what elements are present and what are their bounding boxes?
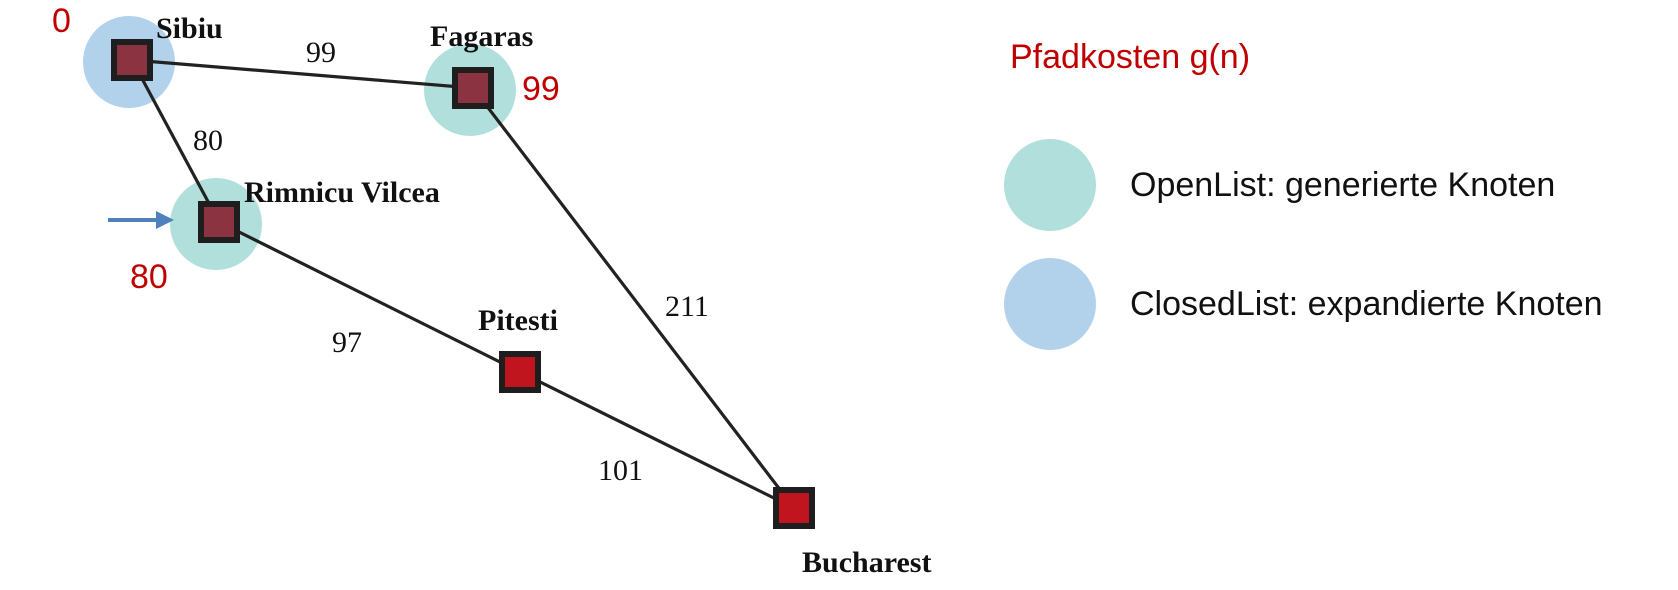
edge-weight-sibiu-rimnicu: 80 [193, 124, 223, 157]
edge-sibiu-fagaras [131, 58, 474, 90]
node-pitesti [499, 351, 541, 393]
current-node-arrow-icon [156, 211, 174, 229]
graph-edges [130, 58, 796, 510]
graph-nodes [111, 39, 815, 529]
node-sibiu [111, 39, 153, 81]
edge-weight-sibiu-fagaras: 99 [306, 36, 336, 69]
cost-label-rimnicu: 80 [130, 258, 168, 296]
closed-list-swatch [1004, 258, 1096, 350]
cost-label-fagaras: 99 [522, 70, 560, 108]
city-label-bucharest: Bucharest [802, 546, 931, 579]
city-label-fagaras: Fagaras [430, 20, 533, 53]
edge-weight-pitesti-bucharest: 101 [598, 454, 643, 487]
legend-open-label: OpenList: generierte Knoten [1130, 165, 1556, 204]
city-label-sibiu: Sibiu [156, 12, 223, 45]
edge-pitesti-bucharest [519, 370, 795, 510]
node-bucharest [773, 487, 815, 529]
edge-fagaras-bucharest [471, 87, 796, 509]
edge-sibiu-rimnicu [130, 59, 221, 223]
legend-closed-label: ClosedList: expandierte Knoten [1130, 284, 1603, 323]
edge-weight-rimnicu-pitesti: 97 [332, 326, 362, 359]
open-list-swatch [1004, 139, 1096, 231]
legend-open: OpenList: generierte Knoten [1004, 139, 1555, 231]
edge-rimnicu-pitesti [218, 220, 521, 374]
edge-weight-fagaras-bucharest: 211 [665, 290, 709, 323]
cost-label-sibiu: 0 [52, 2, 71, 40]
city-label-pitesti: Pitesti [478, 304, 558, 337]
current-node-marker [108, 211, 174, 229]
node-fagaras [452, 67, 494, 109]
legend-title: Pfadkosten g(n) [1010, 38, 1251, 76]
city-label-rimnicu: Rimnicu Vilcea [244, 176, 440, 209]
graph-labels: 99 80 97 101 211 Sibiu 0 Fagaras 99 Rimnicu Vilce… [52, 2, 931, 579]
legend-closed: ClosedList: expandierte Knoten [1004, 258, 1603, 350]
node-rimnicu [198, 201, 240, 243]
